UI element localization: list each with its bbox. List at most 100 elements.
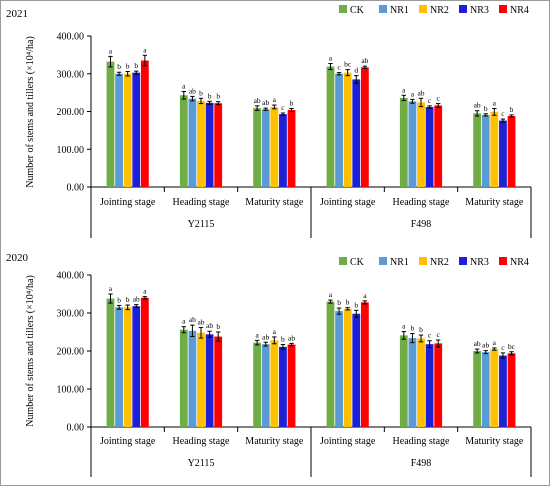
significance-letter: ab	[189, 315, 196, 324]
significance-letter: c	[501, 109, 505, 118]
chart-panel-2020: 2020 Number of stems and tillers (×10⁴/ha…	[6, 252, 532, 477]
bar-NR1	[335, 73, 343, 187]
bar-NR2	[490, 349, 499, 427]
legend-label: NR2	[430, 257, 449, 268]
bar-NR4	[507, 353, 516, 427]
significance-letter: ab	[262, 332, 269, 341]
y-tick-label: 400.00	[57, 32, 85, 43]
bar-NR4	[287, 344, 296, 427]
bar-CK	[326, 66, 335, 187]
significance-letter: a	[493, 338, 497, 347]
bar-NR4	[140, 297, 149, 427]
bar-NR4	[214, 336, 223, 427]
bar-CK	[179, 329, 188, 427]
legend-swatch-CK	[339, 5, 347, 13]
bar-NR1	[188, 98, 197, 187]
bar-NR2	[490, 111, 499, 187]
significance-letter: ab	[482, 341, 489, 350]
bar-NR3	[279, 346, 287, 427]
bar-NR3	[352, 313, 361, 427]
legend-swatch-NR4	[499, 257, 507, 265]
significance-letter: a	[411, 89, 415, 98]
bar-NR2	[417, 102, 425, 187]
significance-letter: b	[126, 295, 130, 304]
significance-letter: b	[337, 298, 341, 307]
significance-letter: ab	[133, 295, 140, 304]
legend-label: NR1	[390, 5, 409, 16]
x-tick-label: Maturity stage	[245, 436, 304, 447]
bar-NR4	[360, 302, 369, 427]
significance-letter: bc	[344, 60, 352, 69]
x-tick-label: Heading stage	[173, 197, 230, 208]
significance-letter: a	[493, 98, 497, 107]
bar-NR4	[140, 60, 149, 187]
significance-letter: b	[117, 62, 121, 71]
significance-letter: a	[109, 284, 113, 293]
significance-letter: b	[346, 298, 350, 307]
bar-NR2	[197, 100, 205, 187]
x-tick-label: Maturity stage	[245, 197, 304, 208]
significance-letter: c	[428, 96, 432, 105]
significance-letter: bc	[508, 342, 516, 351]
bar-NR2	[270, 340, 279, 427]
legend-label: CK	[350, 5, 365, 16]
bar-NR3	[499, 355, 507, 427]
legend-swatch-NR4	[499, 5, 507, 13]
significance-letter: b	[126, 61, 130, 70]
bar-NR3	[279, 114, 287, 187]
group-label: Y2115	[188, 219, 215, 230]
y-axis-label: Number of stems and tillers (×10⁴/ha)	[25, 275, 36, 427]
significance-letter: b	[117, 295, 121, 304]
legend-label: NR3	[470, 257, 489, 268]
x-tick-label: Heading stage	[173, 436, 230, 447]
significance-letter: a	[182, 317, 186, 326]
legend-swatch-CK	[339, 257, 347, 265]
significance-letter: b	[208, 91, 212, 100]
significance-letter: ab	[189, 86, 196, 95]
significance-letter: a	[402, 85, 406, 94]
significance-letter: c	[437, 330, 441, 339]
bar-CK	[399, 335, 408, 427]
bar-NR3	[205, 102, 214, 187]
bar-CK	[473, 113, 482, 187]
legend-label: NR4	[510, 257, 529, 268]
significance-letter: c	[428, 331, 432, 340]
bar-NR2	[343, 72, 352, 187]
significance-letter: b	[290, 98, 294, 107]
significance-letter: a	[182, 81, 186, 90]
significance-letter: a	[109, 46, 113, 55]
x-tick-label: Jointing stage	[320, 436, 376, 447]
bar-NR1	[115, 73, 123, 187]
significance-letter: ab	[262, 98, 269, 107]
bar-NR2	[123, 73, 132, 187]
significance-letter: b	[216, 322, 220, 331]
x-tick-label: Maturity stage	[465, 436, 524, 447]
legend-swatch-NR3	[459, 5, 467, 13]
bar-NR3	[132, 72, 141, 187]
legend-label: NR3	[470, 5, 489, 16]
y-tick-label: 400.00	[57, 271, 85, 282]
x-tick-label: Heading stage	[393, 436, 450, 447]
significance-letter: a	[402, 322, 406, 331]
y-tick-label: 200.00	[57, 347, 85, 358]
group-label: Y2115	[188, 458, 215, 469]
bar-NR4	[434, 343, 443, 427]
bar-CK	[106, 61, 115, 187]
significance-letter: b	[419, 325, 423, 334]
significance-letter: c	[501, 343, 505, 352]
significance-letter: a	[273, 95, 277, 104]
bar-NR2	[270, 106, 279, 187]
bar-NR3	[499, 120, 507, 187]
bar-NR3	[132, 306, 141, 427]
legend-label: CK	[350, 257, 365, 268]
significance-letter: b	[199, 88, 203, 97]
legend-swatch-NR2	[419, 5, 427, 13]
bar-NR4	[214, 103, 223, 187]
bar-CK	[253, 108, 262, 187]
bar-NR2	[417, 338, 425, 427]
x-tick-label: Jointing stage	[100, 436, 156, 447]
bar-NR1	[115, 307, 123, 427]
bar-NR1	[408, 338, 417, 427]
significance-letter: a	[273, 327, 277, 336]
significance-letter: b	[354, 300, 358, 309]
